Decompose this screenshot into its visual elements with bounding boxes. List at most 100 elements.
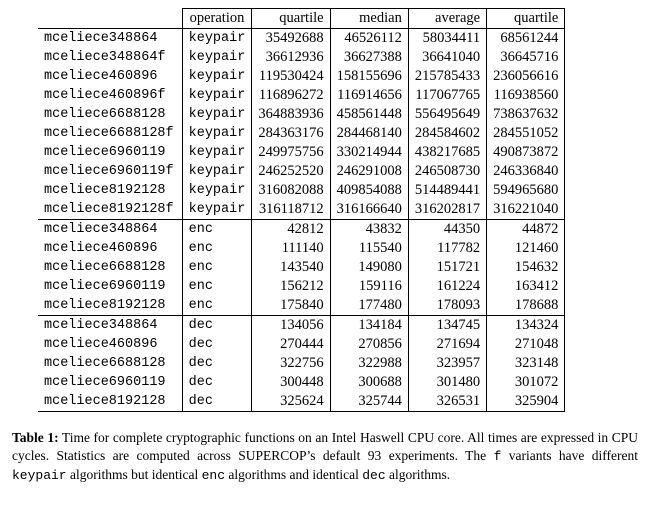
- cell-scheme: mceliece8192128: [44, 298, 166, 313]
- cell-scheme: mceliece348864: [38, 219, 183, 239]
- table-row: mceliece8192128 enc 175840 177480 178093 1786…: [38, 296, 566, 316]
- cell-average: 323957: [408, 354, 488, 373]
- cell-average: 134745: [408, 315, 488, 335]
- cell-scheme: mceliece6688128: [44, 107, 166, 122]
- cell-quartile-high: 121460: [486, 239, 566, 258]
- table-row: mceliece6960119f keypair 246252520 24629100…: [38, 162, 566, 181]
- cell-scheme: mceliece8192128: [44, 183, 166, 198]
- cell-average: 438217685: [408, 143, 488, 162]
- cell-scheme: mceliece6960119f: [44, 164, 174, 179]
- cell-median: 284468140: [330, 124, 409, 143]
- cell-operation: keypair: [181, 86, 253, 105]
- header-average: average: [408, 8, 488, 29]
- cell-scheme: mceliece6960119: [44, 145, 166, 160]
- header-quartile-high: quartile: [486, 8, 566, 29]
- cell-quartile-low: 143540: [251, 258, 331, 277]
- cell-quartile-low: 300448: [251, 373, 331, 392]
- cell-median: 43832: [330, 219, 409, 239]
- cell-quartile-low: 249975756: [251, 143, 331, 162]
- cell-operation: dec: [181, 392, 253, 412]
- cell-quartile-high: 154632: [486, 258, 566, 277]
- cell-average: 36641040: [408, 48, 488, 67]
- header-quartile-low: quartile: [251, 8, 331, 29]
- cell-median: 246291008: [330, 162, 409, 181]
- cell-scheme: mceliece6688128: [44, 260, 166, 275]
- cell-quartile-high: 44872: [486, 219, 566, 239]
- cell-scheme: mceliece348864: [38, 28, 183, 48]
- cell-quartile-low: 111140: [251, 239, 331, 258]
- cell-median: 177480: [330, 296, 409, 316]
- cell-average: 161224: [408, 277, 488, 296]
- cell-quartile-high: 490873872: [486, 143, 566, 162]
- cell-operation: keypair: [181, 200, 253, 220]
- cell-average: 44350: [408, 219, 488, 239]
- cell-quartile-low: 36612936: [251, 48, 331, 67]
- cell-quartile-low: 316082088: [251, 181, 331, 200]
- cell-scheme: mceliece6688128f: [44, 126, 174, 141]
- cell-average: 271694: [408, 335, 488, 354]
- cell-operation: keypair: [181, 181, 253, 200]
- cell-quartile-high: 236056616: [486, 67, 566, 86]
- cell-quartile-low: 246252520: [251, 162, 331, 181]
- cell-quartile-high: 271048: [486, 335, 566, 354]
- table-body: mceliece348864 keypair 35492688 46526112 580…: [38, 28, 566, 412]
- cell-operation: enc: [181, 277, 253, 296]
- cell-median: 316166640: [330, 200, 409, 220]
- cell-operation: keypair: [181, 28, 253, 48]
- cell-quartile-low: 119530424: [251, 67, 331, 86]
- cell-operation: dec: [181, 315, 253, 335]
- cell-operation: keypair: [181, 67, 253, 86]
- cell-scheme: mceliece460896: [44, 337, 158, 352]
- cell-average: 117782: [408, 239, 488, 258]
- caption-text-3: algorithms but identical: [66, 467, 202, 482]
- cell-median: 36627388: [330, 48, 409, 67]
- table-row: mceliece348864 dec 134056 134184 134745 13432…: [38, 315, 566, 335]
- cell-operation: keypair: [181, 48, 253, 67]
- table-row: mceliece348864f keypair 36612936 36627388 36…: [38, 48, 566, 67]
- table-row: mceliece460896 enc 111140 115540 117782 12146…: [38, 239, 566, 258]
- cell-average: 326531: [408, 392, 488, 412]
- cell-median: 134184: [330, 315, 409, 335]
- cell-median: 322988: [330, 354, 409, 373]
- cell-scheme: mceliece348864: [38, 315, 183, 335]
- cell-quartile-high: 36645716: [486, 48, 566, 67]
- cell-operation: enc: [181, 258, 253, 277]
- cell-quartile-low: 364883936: [251, 105, 331, 124]
- cell-median: 158155696: [330, 67, 409, 86]
- cell-quartile-high: 594965680: [486, 181, 566, 200]
- cell-scheme: mceliece6960119: [44, 279, 166, 294]
- cell-average: 151721: [408, 258, 488, 277]
- table-row: mceliece348864 enc 42812 43832 44350 44872: [38, 219, 566, 239]
- table-row: mceliece348864 keypair 35492688 46526112 580…: [38, 28, 566, 48]
- caption-code-dec: dec: [362, 468, 386, 483]
- table-row: mceliece6960119 enc 156212 159116 161224 1634…: [38, 277, 566, 296]
- cell-average: 301480: [408, 373, 488, 392]
- cell-quartile-low: 156212: [251, 277, 331, 296]
- caption-text-4: algorithms and identical: [225, 467, 363, 482]
- cell-quartile-high: 134324: [486, 315, 566, 335]
- header-operation: operation: [181, 8, 253, 29]
- cell-quartile-low: 316118712: [251, 200, 331, 220]
- cell-quartile-low: 270444: [251, 335, 331, 354]
- table-row: mceliece6688128f keypair 284363176 28446814…: [38, 124, 566, 143]
- cell-average: 514489441: [408, 181, 488, 200]
- cell-operation: keypair: [181, 124, 253, 143]
- cell-operation: dec: [181, 354, 253, 373]
- cell-quartile-high: 246336840: [486, 162, 566, 181]
- table-row: mceliece6688128 dec 322756 322988 323957 3231…: [38, 354, 566, 373]
- cell-median: 300688: [330, 373, 409, 392]
- cell-quartile-high: 738637632: [486, 105, 566, 124]
- table-caption: Table 1: Time for complete cryptographic…: [12, 429, 638, 485]
- cell-operation: enc: [181, 296, 253, 316]
- header-row: operation quartile median average quarti…: [38, 8, 566, 29]
- cell-scheme: mceliece460896f: [44, 88, 166, 103]
- cell-operation: dec: [181, 335, 253, 354]
- cell-quartile-high: 163412: [486, 277, 566, 296]
- caption-code-f: f: [493, 449, 502, 464]
- results-table-container: operation quartile median average quarti…: [38, 8, 566, 412]
- caption-text-5: algorithms.: [385, 467, 451, 482]
- cell-quartile-low: 284363176: [251, 124, 331, 143]
- cell-quartile-high: 284551052: [486, 124, 566, 143]
- cell-quartile-high: 301072: [486, 373, 566, 392]
- cell-operation: keypair: [181, 105, 253, 124]
